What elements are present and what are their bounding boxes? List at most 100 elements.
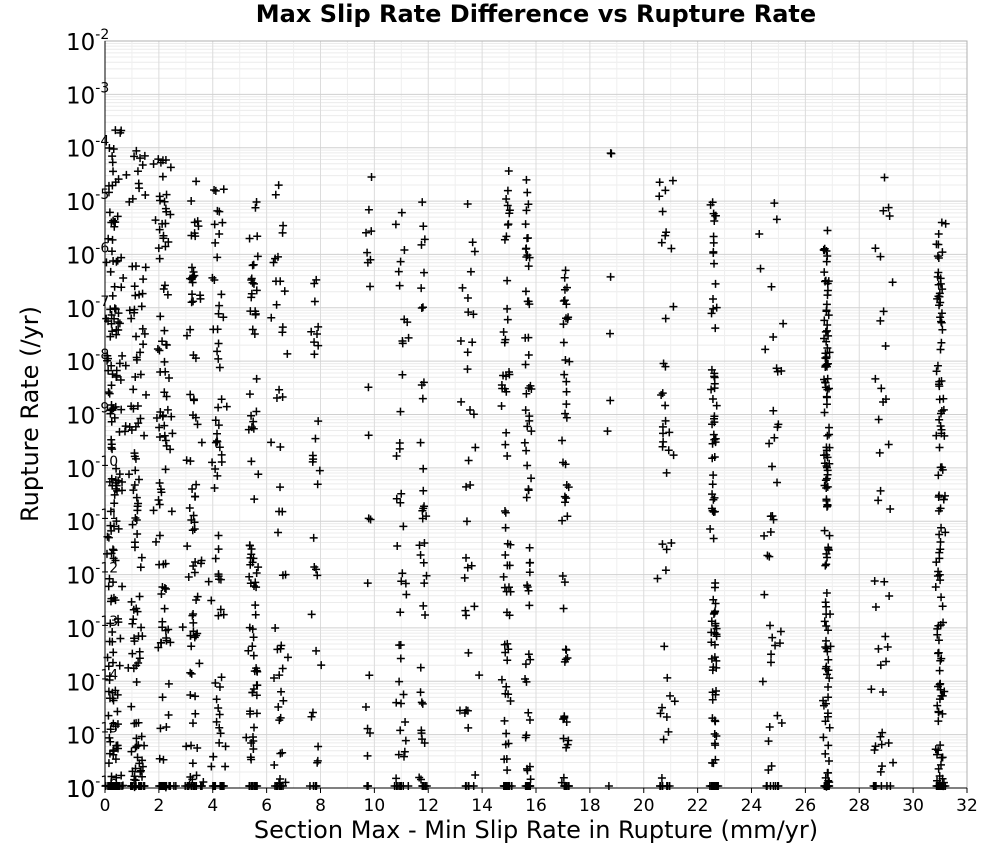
data-point — [245, 390, 254, 399]
data-point — [823, 286, 832, 295]
data-point — [416, 663, 425, 672]
data-point — [475, 671, 484, 680]
data-point — [182, 742, 191, 751]
data-point — [395, 281, 404, 290]
data-point — [107, 417, 116, 426]
data-point — [559, 773, 568, 782]
data-point — [277, 641, 286, 650]
data-point — [249, 633, 258, 642]
data-point — [559, 320, 568, 329]
data-point — [658, 389, 667, 398]
x-tick-label: 14 — [471, 796, 493, 816]
data-point — [708, 439, 717, 448]
data-point — [820, 617, 829, 626]
data-point — [469, 310, 478, 319]
data-point — [189, 561, 198, 570]
data-point — [822, 621, 831, 630]
data-point — [822, 337, 831, 346]
data-point — [131, 513, 140, 522]
data-point — [823, 431, 832, 440]
data-point — [108, 658, 117, 667]
data-point — [711, 690, 720, 699]
data-point — [821, 476, 830, 485]
data-point — [161, 219, 170, 228]
data-point — [114, 476, 123, 485]
data-point — [658, 782, 667, 790]
data-point — [242, 733, 251, 742]
data-point — [823, 647, 832, 656]
data-point — [115, 319, 124, 328]
data-point — [221, 762, 230, 771]
data-point — [248, 642, 257, 651]
data-point — [418, 514, 427, 523]
data-point — [189, 511, 198, 520]
data-point — [825, 430, 834, 439]
data-point — [251, 203, 260, 212]
data-point — [938, 602, 947, 611]
data-point — [118, 351, 127, 360]
data-point — [661, 416, 670, 425]
data-point — [709, 430, 718, 439]
data-point — [274, 181, 283, 190]
data-point — [113, 486, 122, 495]
data-point — [105, 143, 114, 152]
data-point — [135, 184, 144, 193]
data-point — [934, 506, 943, 515]
data-point — [154, 643, 163, 652]
data-point — [153, 344, 162, 353]
data-point — [936, 576, 945, 585]
data-point — [824, 693, 833, 702]
data-point — [886, 782, 895, 790]
data-point — [222, 402, 231, 411]
data-point — [113, 256, 122, 265]
y-tick-label: 10-3 — [66, 80, 109, 109]
data-point — [213, 206, 222, 215]
data-point — [419, 601, 428, 610]
data-point — [558, 516, 567, 525]
data-point — [501, 335, 510, 344]
data-point — [191, 492, 200, 501]
data-point — [502, 372, 511, 381]
data-point — [501, 440, 510, 449]
data-point — [934, 254, 943, 263]
data-point — [391, 220, 400, 229]
data-point — [129, 615, 138, 624]
data-point — [108, 158, 117, 167]
data-point — [127, 702, 136, 711]
data-point — [400, 245, 409, 254]
data-point — [826, 642, 835, 651]
data-point — [106, 737, 115, 746]
data-point — [934, 648, 943, 657]
data-point — [117, 405, 126, 414]
data-point — [107, 526, 116, 535]
data-point — [134, 632, 143, 641]
data-point — [933, 782, 942, 790]
data-point — [212, 429, 221, 438]
data-point — [876, 732, 885, 741]
data-point — [104, 234, 113, 243]
data-point — [504, 645, 513, 654]
data-point — [396, 640, 405, 649]
data-point — [526, 775, 535, 784]
data-point — [935, 548, 944, 557]
data-point — [825, 756, 834, 765]
data-point — [367, 173, 376, 182]
data-point — [107, 440, 116, 449]
data-point — [420, 579, 429, 588]
data-point — [156, 312, 165, 321]
data-point — [160, 421, 169, 430]
data-point — [935, 443, 944, 452]
data-point — [137, 302, 146, 311]
data-point — [936, 545, 945, 554]
data-point — [115, 359, 124, 368]
data-point — [155, 346, 164, 355]
data-point — [132, 734, 141, 743]
data-point — [307, 712, 316, 721]
data-point — [661, 314, 670, 323]
data-point — [398, 569, 407, 578]
data-point — [191, 557, 200, 566]
data-point — [938, 248, 947, 257]
data-point — [131, 764, 140, 773]
data-point — [709, 471, 718, 480]
data-point — [362, 228, 371, 237]
